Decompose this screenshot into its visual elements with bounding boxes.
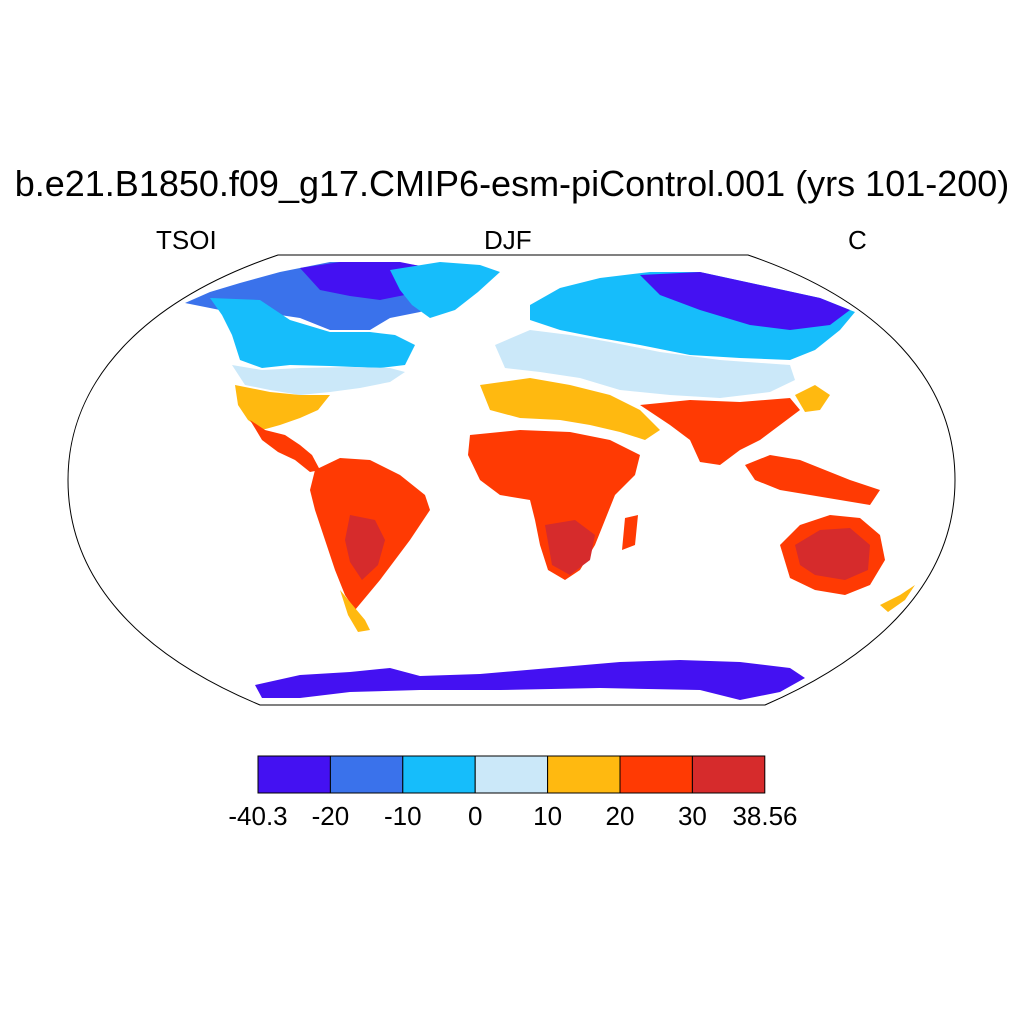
africa-land-hot [468,430,640,580]
siberia-land-verycold [640,272,850,330]
colorbar-tick-label: 10 [533,801,562,831]
page-title: b.e21.B1850.f09_g17.CMIP6-esm-piControl.… [14,163,1010,204]
eurasia-land-mild [495,330,795,398]
colorbar-tick-label: 38.56 [732,801,797,831]
colorbar-tick-label: 20 [606,801,635,831]
colorbar-tick-label: 30 [678,801,707,831]
colorbar-box [402,755,476,794]
colorbar-tick-label: -10 [384,801,422,831]
madagascar-land [622,515,638,550]
colorbar-tick-label: 0 [468,801,482,831]
north-america-land-cool [210,298,415,368]
middle-east-land-warm [480,378,660,440]
variable-label: TSOI [156,225,217,255]
new-zealand-land [880,585,915,612]
colorbar-tick-label: -40.3 [228,801,287,831]
central-america-land [250,420,320,472]
colorbar-box [691,755,766,794]
south-america-land-veryhot [345,515,385,580]
australia-land-veryhot [795,528,870,580]
south-asia-land-hot [640,398,800,465]
land-layer [185,262,915,700]
colorbar-box [474,755,549,794]
south-america-tip [340,590,370,632]
north-america-land-mild [232,365,405,395]
season-label: DJF [484,225,532,255]
africa-land-veryhot [545,520,595,575]
colorbar-tick-label: -20 [312,801,350,831]
units-label: C [848,225,867,255]
east-asia-land [795,385,830,412]
north-america-land-warm [235,385,330,430]
colorbar-box [619,755,693,794]
southeast-asia-land [745,455,880,505]
antarctica-land [255,660,805,700]
map-boundary [67,254,956,706]
colorbar-box [547,755,621,794]
colorbar-box [257,755,331,794]
greenland-land [390,262,500,318]
colorbar-box [329,755,404,794]
